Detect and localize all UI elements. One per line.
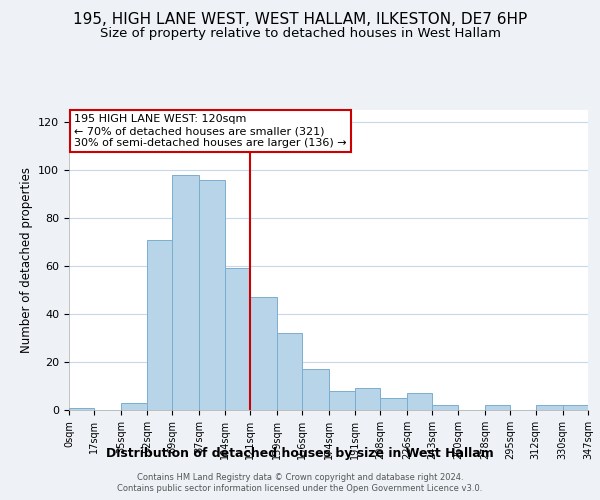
Bar (433, 405, 458, 410)
Bar (277, 333, 302, 410)
Bar (250, 297, 277, 410)
Bar (536, 405, 563, 410)
Text: Contains public sector information licensed under the Open Government Licence v3: Contains public sector information licen… (118, 484, 482, 493)
Bar (147, 240, 172, 410)
Bar (172, 175, 199, 410)
Bar (485, 405, 510, 410)
Text: 195, HIGH LANE WEST, WEST HALLAM, ILKESTON, DE7 6HP: 195, HIGH LANE WEST, WEST HALLAM, ILKEST… (73, 12, 527, 28)
Bar (380, 398, 407, 410)
Bar (199, 180, 224, 410)
Y-axis label: Number of detached properties: Number of detached properties (20, 167, 32, 353)
Text: Contains HM Land Registry data © Crown copyright and database right 2024.: Contains HM Land Registry data © Crown c… (137, 472, 463, 482)
Bar (121, 403, 147, 410)
Bar (563, 405, 588, 410)
Bar (69, 408, 94, 410)
Bar (355, 388, 380, 410)
Bar (302, 369, 329, 410)
Text: 195 HIGH LANE WEST: 120sqm
← 70% of detached houses are smaller (321)
30% of sem: 195 HIGH LANE WEST: 120sqm ← 70% of deta… (74, 114, 347, 148)
Text: Distribution of detached houses by size in West Hallam: Distribution of detached houses by size … (106, 448, 494, 460)
Bar (407, 393, 433, 410)
Bar (224, 268, 250, 410)
Bar (329, 391, 355, 410)
Text: Size of property relative to detached houses in West Hallam: Size of property relative to detached ho… (100, 28, 500, 40)
